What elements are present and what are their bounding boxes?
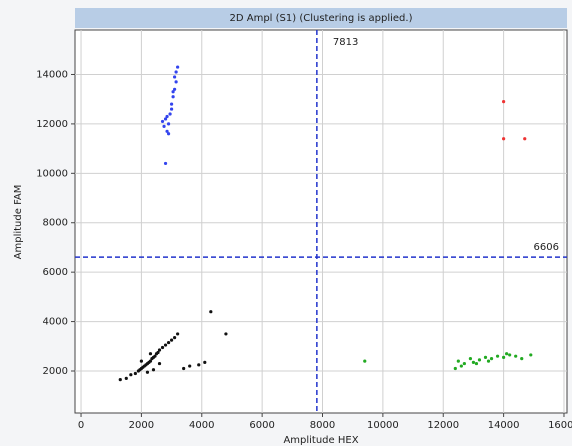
data-point: [203, 360, 207, 364]
data-point: [165, 114, 169, 119]
y-tick-label: 10000: [36, 168, 68, 179]
y-tick-label: 2000: [43, 366, 68, 377]
data-point: [520, 357, 524, 361]
data-point: [173, 87, 177, 91]
data-point: [529, 353, 533, 357]
data-point: [168, 112, 172, 116]
data-point: [176, 332, 180, 336]
data-point: [363, 359, 367, 363]
x-tick-label: 12000: [427, 420, 459, 431]
x-tick-label: 4000: [189, 420, 214, 431]
data-point: [163, 117, 168, 121]
data-point: [505, 352, 509, 356]
data-point: [209, 310, 213, 314]
x-tick-label: 16000: [548, 420, 572, 431]
data-point: [171, 90, 175, 94]
data-point: [169, 338, 174, 342]
data-point: [508, 353, 512, 357]
data-point: [165, 129, 169, 133]
y-tick-label: 12000: [36, 119, 68, 130]
data-point: [468, 357, 473, 361]
data-point: [456, 359, 460, 363]
data-point: [462, 361, 466, 366]
y-tick-label: 14000: [36, 69, 68, 80]
data-point: [157, 361, 162, 366]
data-point: [148, 352, 153, 356]
data-point: [169, 102, 174, 106]
data-point: [489, 357, 494, 361]
y-axis-label: Amplitude FAM: [13, 185, 24, 260]
data-point: [483, 355, 488, 360]
y-tick-label: 6000: [43, 267, 68, 278]
data-point: [471, 360, 476, 364]
data-point: [453, 366, 457, 371]
data-point: [182, 366, 186, 371]
data-point: [166, 340, 171, 345]
data-point: [157, 348, 162, 352]
data-point: [145, 370, 150, 374]
data-point: [477, 358, 482, 362]
data-point: [174, 80, 178, 84]
data-point: [495, 354, 500, 358]
data-point: [176, 65, 180, 69]
data-point: [173, 336, 177, 340]
data-point: [139, 359, 144, 363]
data-point: [174, 70, 178, 74]
plot-area: [74, 29, 568, 414]
data-point: [486, 359, 491, 363]
data-point: [160, 345, 165, 350]
threshold-x-label: 7813: [333, 37, 358, 48]
data-point: [459, 364, 463, 368]
data-point: [169, 107, 174, 111]
data-point: [118, 378, 122, 382]
data-point: [162, 124, 166, 128]
x-tick-label: 6000: [249, 420, 274, 431]
data-point: [166, 132, 171, 136]
y-tick-label: 8000: [43, 218, 68, 229]
x-tick-label: 0: [78, 420, 84, 431]
data-point: [156, 350, 160, 355]
data-point: [151, 368, 156, 372]
data-point: [171, 95, 175, 99]
x-tick-label: 8000: [310, 420, 335, 431]
data-point: [502, 137, 506, 141]
data-point: [224, 332, 228, 336]
data-point: [148, 359, 153, 363]
data-point: [166, 122, 171, 126]
threshold-y-label: 6606: [534, 242, 559, 253]
data-point: [153, 354, 157, 358]
x-tick-label: 2000: [129, 420, 154, 431]
title-bar: [75, 8, 567, 28]
data-point: [197, 363, 201, 367]
data-point: [133, 371, 137, 376]
y-tick-label: 4000: [43, 317, 68, 328]
x-axis-label: Amplitude HEX: [283, 435, 358, 446]
data-point: [163, 161, 168, 166]
x-tick-label: 14000: [488, 420, 520, 431]
data-point: [129, 373, 133, 377]
data-point: [163, 343, 168, 347]
data-point: [188, 364, 192, 368]
data-point: [474, 361, 479, 366]
data-point: [173, 75, 177, 79]
data-point: [502, 100, 506, 104]
data-point: [160, 119, 165, 124]
data-point: [124, 376, 128, 381]
data-point: [502, 355, 506, 360]
chart-title: 2D Ampl (S1) (Clustering is applied.): [230, 13, 413, 24]
data-point: [514, 354, 518, 358]
x-tick-label: 10000: [367, 420, 399, 431]
data-point: [523, 137, 527, 141]
